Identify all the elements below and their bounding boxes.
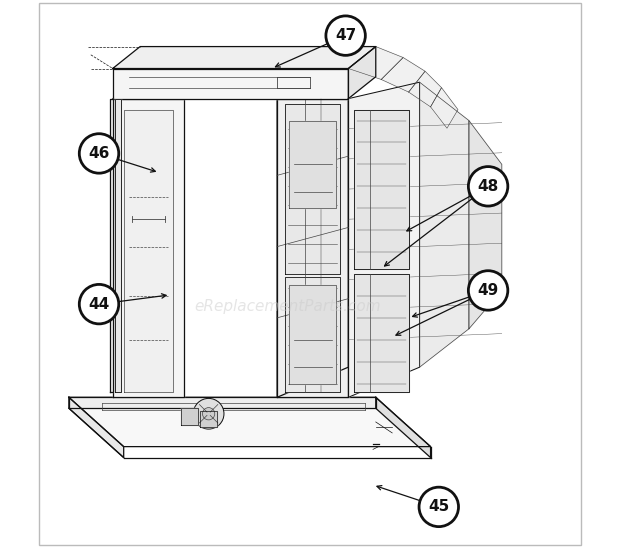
Polygon shape — [430, 88, 458, 128]
Polygon shape — [285, 277, 340, 392]
Polygon shape — [113, 47, 376, 68]
Polygon shape — [381, 58, 425, 92]
Circle shape — [326, 16, 365, 55]
Circle shape — [79, 284, 119, 324]
Text: eReplacementParts.com: eReplacementParts.com — [195, 299, 381, 315]
Polygon shape — [69, 397, 123, 458]
Polygon shape — [289, 121, 336, 208]
Text: 47: 47 — [335, 28, 356, 43]
Polygon shape — [123, 110, 173, 392]
Polygon shape — [409, 71, 441, 107]
Polygon shape — [348, 82, 420, 397]
Circle shape — [419, 487, 459, 527]
Text: 44: 44 — [89, 296, 110, 312]
Polygon shape — [354, 274, 409, 392]
Polygon shape — [376, 397, 430, 458]
Circle shape — [193, 398, 224, 429]
Polygon shape — [277, 68, 348, 397]
Circle shape — [203, 408, 215, 420]
Text: 48: 48 — [477, 179, 498, 194]
Polygon shape — [348, 47, 376, 99]
Circle shape — [79, 134, 119, 173]
Polygon shape — [113, 68, 348, 99]
Polygon shape — [69, 397, 430, 447]
Polygon shape — [110, 99, 113, 392]
Text: 46: 46 — [88, 146, 110, 161]
Polygon shape — [354, 110, 409, 269]
Polygon shape — [469, 121, 502, 329]
Polygon shape — [115, 99, 121, 392]
Polygon shape — [420, 82, 469, 367]
Polygon shape — [289, 285, 336, 384]
Circle shape — [468, 271, 508, 310]
Circle shape — [468, 167, 508, 206]
Text: 45: 45 — [428, 499, 450, 515]
Polygon shape — [113, 68, 348, 99]
Polygon shape — [277, 99, 348, 397]
Polygon shape — [348, 47, 403, 79]
Polygon shape — [285, 104, 340, 274]
Polygon shape — [69, 397, 376, 408]
Polygon shape — [113, 99, 184, 397]
Text: 49: 49 — [477, 283, 498, 298]
Polygon shape — [181, 408, 198, 425]
Polygon shape — [200, 411, 217, 427]
